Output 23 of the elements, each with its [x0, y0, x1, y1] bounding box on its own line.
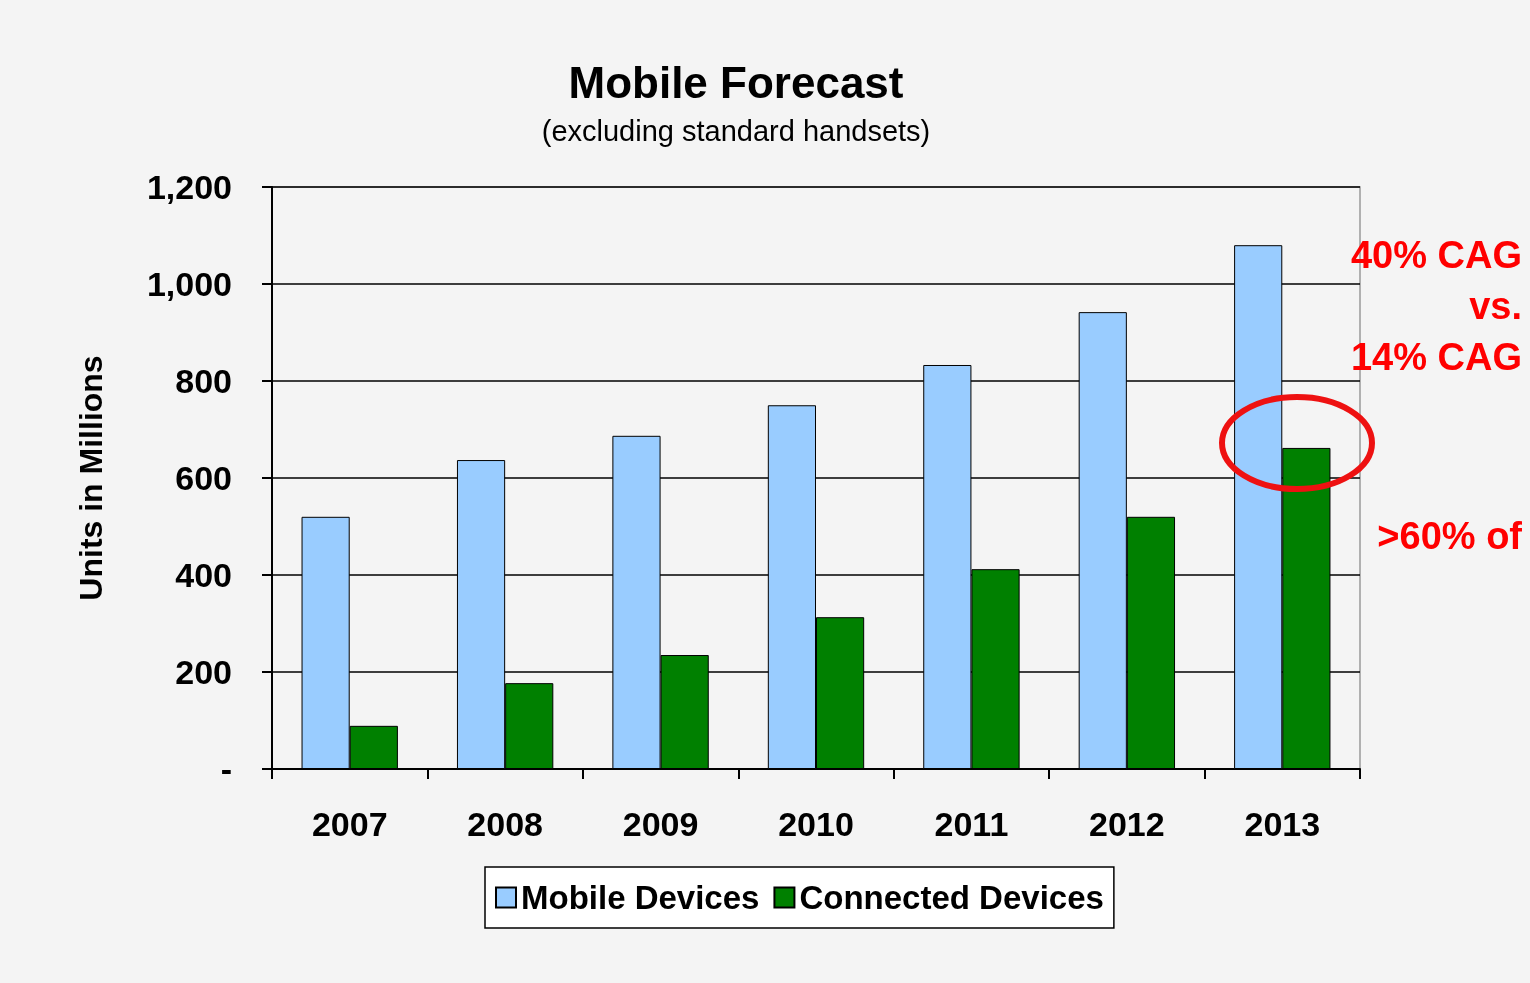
- y-tick-label: 1,200: [146, 168, 232, 206]
- legend-label: Connected Devices: [799, 879, 1104, 916]
- y-tick-label: 600: [175, 459, 232, 497]
- x-tick-label: 2008: [467, 805, 543, 843]
- y-tick-label: -: [220, 750, 232, 788]
- x-tick-label: 2013: [1244, 805, 1321, 843]
- y-tick-label: 400: [175, 556, 232, 594]
- text: vs.: [1469, 285, 1522, 327]
- x-tick-label: 2011: [934, 805, 1009, 843]
- x-tick-label: 2009: [622, 805, 699, 843]
- legend-label: Mobile Devices: [521, 879, 760, 916]
- y-tick-label: 200: [175, 653, 232, 691]
- chart-title: Mobile Forecast: [568, 57, 904, 107]
- x-tick-label: 2007: [311, 805, 388, 843]
- annotation: 14% CAG: [1350, 336, 1522, 378]
- annotation: 40% CAG: [1350, 234, 1522, 276]
- chart-subtitle: (excluding standard handsets): [541, 114, 931, 147]
- y-tick-label: 800: [175, 362, 232, 400]
- x-tick-label: 2010: [778, 805, 854, 843]
- y-axis-title: Units in Millions: [73, 355, 109, 601]
- text: >60% of: [1377, 514, 1523, 557]
- y-tick-label: 1,000: [146, 265, 232, 303]
- x-tick-label: 2012: [1089, 805, 1165, 843]
